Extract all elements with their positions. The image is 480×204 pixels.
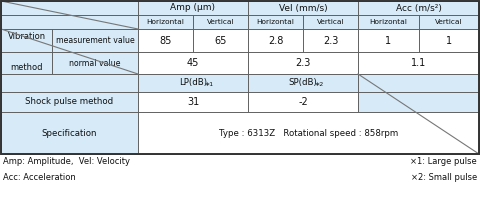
Bar [1, 74, 138, 92]
Bar [1, 112, 138, 154]
Bar [52, 29, 138, 52]
Bar [1, 92, 138, 112]
Text: Amp: Amplitude,  Vel: Velocity: Amp: Amplitude, Vel: Velocity [3, 156, 130, 165]
Text: Acc: Acceleration: Acc: Acceleration [3, 173, 76, 183]
Bar [358, 92, 479, 112]
Text: Amp (μm): Amp (μm) [170, 3, 216, 12]
Text: ×2: Small pulse: ×2: Small pulse [411, 173, 477, 183]
Text: ∗1: ∗1 [204, 82, 214, 88]
Text: ×1: Large pulse: ×1: Large pulse [410, 156, 477, 165]
Bar [1, 29, 52, 52]
Text: ∗2: ∗2 [314, 82, 324, 88]
Bar [138, 92, 248, 112]
Text: 31: 31 [187, 97, 199, 107]
Text: 45: 45 [187, 58, 199, 68]
Text: Horizontal: Horizontal [146, 19, 184, 25]
Text: measurement value: measurement value [56, 36, 134, 45]
Bar [248, 15, 303, 29]
Bar [1, 52, 52, 74]
Bar [138, 1, 248, 15]
Bar [358, 15, 419, 29]
Bar [358, 29, 419, 52]
Bar [358, 52, 479, 74]
Bar [193, 15, 248, 29]
Text: 2.3: 2.3 [323, 35, 338, 45]
Text: SP(dB): SP(dB) [288, 79, 317, 88]
Text: Specification: Specification [42, 129, 97, 137]
Text: method: method [10, 62, 43, 71]
Text: 1.1: 1.1 [411, 58, 426, 68]
Text: Shock pulse method: Shock pulse method [25, 98, 114, 106]
Text: Vibration: Vibration [7, 32, 46, 41]
Bar [248, 52, 358, 74]
Text: 2.8: 2.8 [268, 35, 283, 45]
Bar [248, 74, 358, 92]
Text: Horizontal: Horizontal [370, 19, 408, 25]
Bar [1, 15, 138, 29]
Bar [248, 29, 303, 52]
Bar [138, 15, 193, 29]
Bar [138, 74, 248, 92]
Bar [358, 1, 479, 15]
Bar [419, 15, 479, 29]
Bar [138, 112, 479, 154]
Text: Vel (mm/s): Vel (mm/s) [279, 3, 327, 12]
Bar [419, 29, 479, 52]
Text: Vertical: Vertical [435, 19, 463, 25]
Text: 85: 85 [159, 35, 172, 45]
Bar [1, 1, 138, 15]
Bar [138, 52, 248, 74]
Bar [358, 74, 479, 92]
Text: Acc (m/s²): Acc (m/s²) [396, 3, 442, 12]
Text: Vertical: Vertical [317, 19, 344, 25]
Text: Horizontal: Horizontal [257, 19, 294, 25]
Text: normal value: normal value [69, 59, 121, 68]
Text: 1: 1 [446, 35, 452, 45]
Bar [303, 15, 358, 29]
Bar [138, 29, 193, 52]
Bar [248, 92, 358, 112]
Text: Vertical: Vertical [207, 19, 234, 25]
Text: 2.3: 2.3 [295, 58, 311, 68]
Bar [1, 1, 479, 154]
Bar [52, 52, 138, 74]
Bar [303, 29, 358, 52]
Bar [193, 29, 248, 52]
Text: 1: 1 [385, 35, 392, 45]
Text: 65: 65 [214, 35, 227, 45]
Text: -2: -2 [298, 97, 308, 107]
Bar [248, 1, 358, 15]
Text: LP(dB): LP(dB) [179, 79, 207, 88]
Text: Type : 6313Z   Rotational speed : 858rpm: Type : 6313Z Rotational speed : 858rpm [219, 129, 398, 137]
